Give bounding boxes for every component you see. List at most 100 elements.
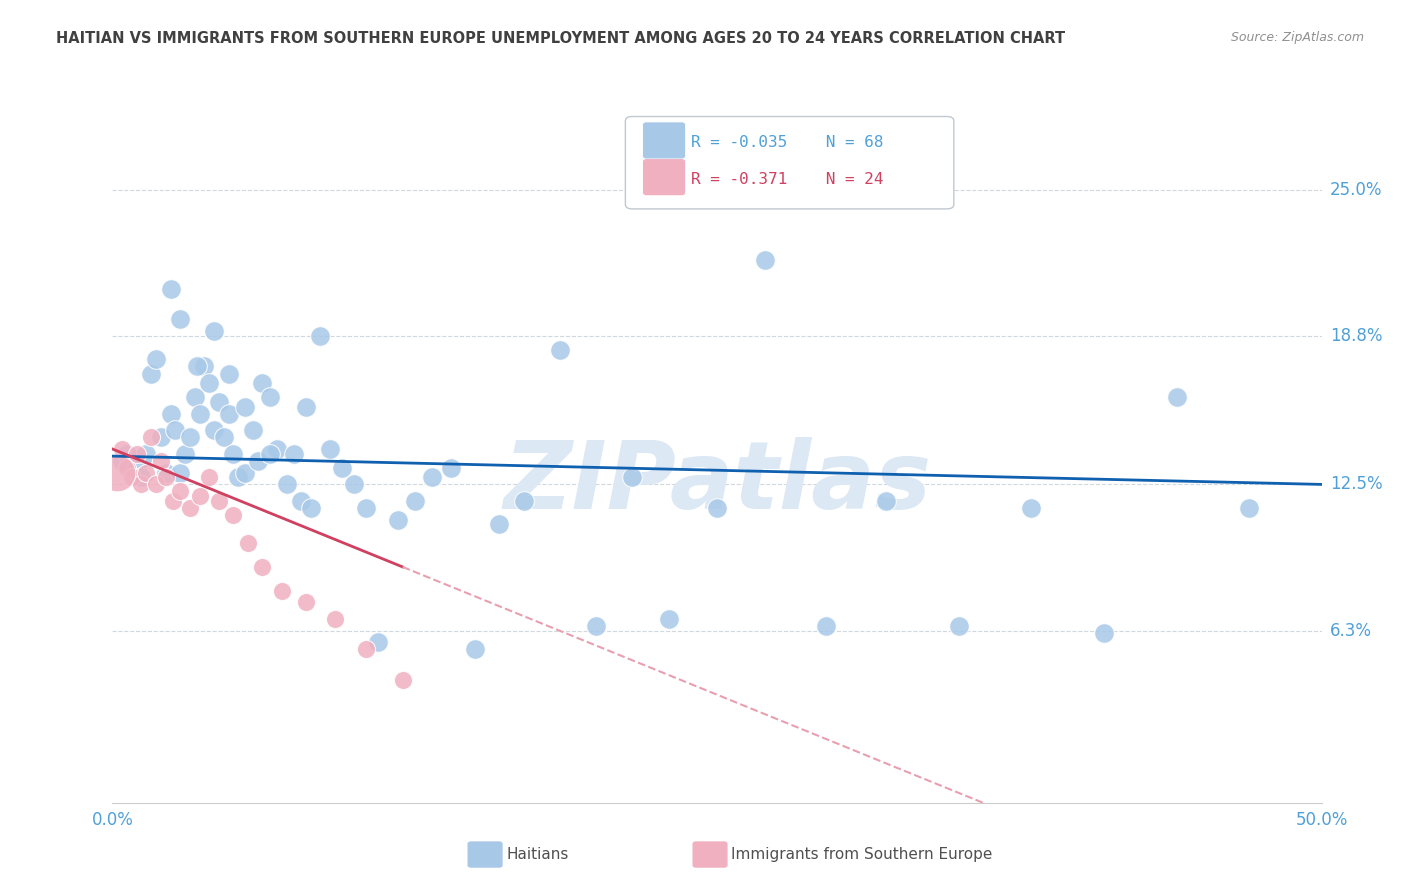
Text: R = -0.371    N = 24: R = -0.371 N = 24 [692, 172, 884, 187]
Point [145, 352, 167, 367]
Point [295, 400, 318, 414]
Point [115, 461, 138, 475]
Point [125, 461, 148, 475]
Point [1021, 500, 1043, 515]
Point [222, 508, 245, 522]
Point [159, 407, 181, 421]
Point [131, 470, 153, 484]
Point [1166, 390, 1188, 404]
Point [440, 461, 463, 475]
Point [367, 635, 389, 649]
Point [283, 447, 305, 461]
Point [319, 442, 342, 456]
Point [259, 447, 281, 461]
Point [387, 513, 409, 527]
Point [162, 494, 184, 508]
Point [125, 447, 148, 461]
Point [658, 612, 681, 626]
Point [208, 494, 231, 508]
Point [621, 470, 644, 484]
Point [155, 466, 177, 480]
Point [222, 447, 245, 461]
Point [169, 466, 191, 480]
Point [706, 500, 728, 515]
Point [464, 642, 486, 657]
Point [145, 477, 167, 491]
Point [356, 500, 378, 515]
Text: ZIPatlas: ZIPatlas [503, 437, 931, 529]
Point [169, 484, 191, 499]
Point [135, 466, 157, 480]
Text: HAITIAN VS IMMIGRANTS FROM SOUTHERN EUROPE UNEMPLOYMENT AMONG AGES 20 TO 24 YEAR: HAITIAN VS IMMIGRANTS FROM SOUTHERN EURO… [56, 31, 1066, 46]
Point [149, 430, 172, 444]
Point [875, 494, 897, 508]
Point [1237, 500, 1260, 515]
Point [236, 536, 259, 550]
Point [174, 447, 197, 461]
Text: 12.5%: 12.5% [1330, 475, 1382, 493]
Point [202, 423, 225, 437]
Point [295, 595, 318, 609]
Point [183, 390, 205, 404]
Point [246, 454, 269, 468]
Point [169, 312, 191, 326]
Text: Immigrants from Southern Europe: Immigrants from Southern Europe [731, 847, 993, 862]
Point [252, 376, 274, 390]
Point [159, 282, 181, 296]
Point [135, 447, 157, 461]
Point [259, 390, 281, 404]
Point [512, 494, 534, 508]
Point [330, 461, 353, 475]
Point [115, 447, 138, 461]
Point [242, 423, 264, 437]
Point [276, 477, 298, 491]
Point [179, 500, 201, 515]
Point [235, 466, 257, 480]
Point [290, 494, 312, 508]
Point [198, 470, 221, 484]
Point [218, 367, 240, 381]
Text: 6.3%: 6.3% [1330, 622, 1372, 640]
Point [111, 454, 134, 468]
Point [141, 367, 163, 381]
Point [212, 430, 235, 444]
Point [266, 442, 288, 456]
Point [155, 470, 177, 484]
Point [585, 619, 607, 633]
Point [948, 619, 970, 633]
Point [548, 343, 571, 357]
Text: 18.8%: 18.8% [1330, 326, 1382, 345]
Point [105, 466, 128, 480]
Point [141, 430, 163, 444]
Point [218, 407, 240, 421]
Point [131, 477, 153, 491]
Point [186, 359, 208, 374]
Point [323, 612, 346, 626]
Point [252, 560, 274, 574]
Point [111, 442, 134, 456]
Point [404, 494, 426, 508]
Point [149, 454, 172, 468]
Point [188, 407, 211, 421]
Point [226, 470, 249, 484]
Point [343, 477, 366, 491]
Point [193, 359, 215, 374]
Point [235, 400, 257, 414]
Point [179, 430, 201, 444]
Point [1092, 626, 1115, 640]
Point [121, 470, 143, 484]
Point [299, 500, 322, 515]
Point [420, 470, 443, 484]
Text: 25.0%: 25.0% [1330, 180, 1382, 199]
Point [165, 423, 187, 437]
Text: Source: ZipAtlas.com: Source: ZipAtlas.com [1230, 31, 1364, 45]
Text: R = -0.035    N = 68: R = -0.035 N = 68 [692, 136, 884, 150]
Point [198, 376, 221, 390]
Point [270, 583, 292, 598]
Text: Haitians: Haitians [506, 847, 568, 862]
Point [488, 517, 510, 532]
Point [391, 673, 413, 688]
Point [814, 619, 837, 633]
Point [309, 328, 332, 343]
Point [188, 489, 211, 503]
